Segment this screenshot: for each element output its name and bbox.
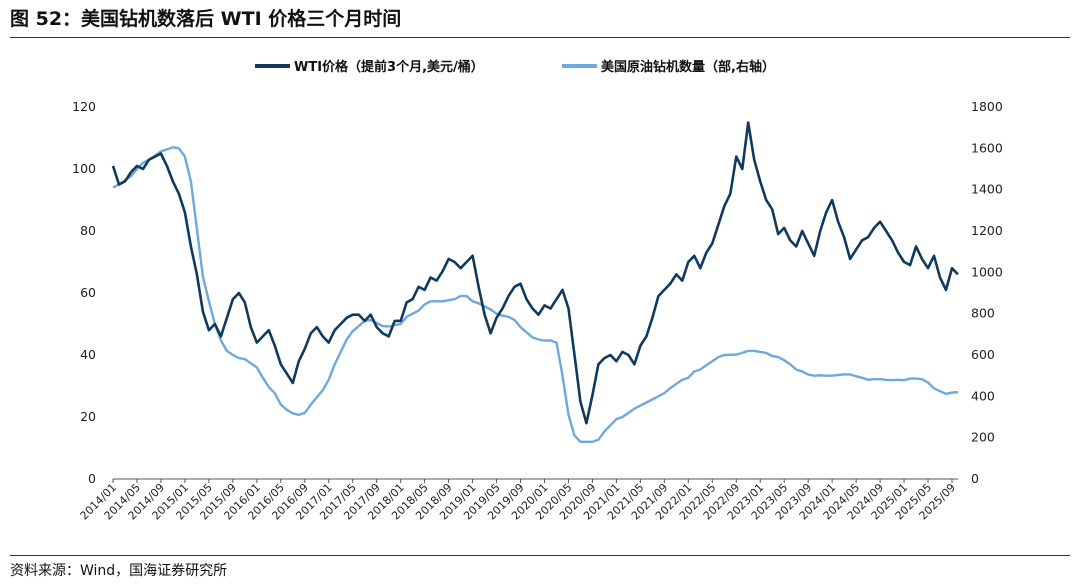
legend-label-wti: WTI价格（提前3个月,美元/桶） <box>294 59 484 75</box>
right-tick-label: 1600 <box>971 140 1003 155</box>
right-tick-label: 1400 <box>971 182 1003 197</box>
left-tick-label: 20 <box>80 409 96 424</box>
left-tick-label: 80 <box>80 223 96 238</box>
right-tick-label: 800 <box>971 306 995 321</box>
left-tick-label: 120 <box>72 99 96 114</box>
top-rule <box>10 37 1070 38</box>
left-tick-label: 100 <box>72 161 96 176</box>
right-tick-label: 200 <box>971 430 995 445</box>
series-line-rigs <box>112 146 959 443</box>
title-bar: 图 52：美国钻机数落后 WTI 价格三个月时间 <box>10 4 1070 36</box>
x-axis-ticks: 2014/012014/052014/092015/012015/052015/… <box>78 479 958 522</box>
right-tick-label: 400 <box>971 388 995 403</box>
legend-label-rigs: 美国原油钻机数量（部,右轴） <box>601 59 775 75</box>
right-tick-label: 1000 <box>971 264 1003 279</box>
bottom-rule <box>10 555 1070 556</box>
figure-title: 图 52：美国钻机数落后 WTI 价格三个月时间 <box>10 8 402 30</box>
source-note: 资料来源：Wind，国海证券研究所 <box>10 563 228 579</box>
right-tick-label: 1800 <box>971 99 1003 114</box>
left-tick-label: 60 <box>80 285 96 300</box>
right-tick-label: 600 <box>971 347 995 362</box>
series-line-wti <box>111 121 959 425</box>
chart-legend: WTI价格（提前3个月,美元/桶） 美国原油钻机数量（部,右轴） <box>255 59 775 75</box>
right-axis-ticks: 0 200 400 600 800 1000 1200 1400 1600 1800 <box>971 99 1003 486</box>
right-tick-label: 0 <box>971 471 979 486</box>
dual-axis-line-chart: WTI价格（提前3个月,美元/桶） 美国原油钻机数量（部,右轴） 0 20 40 60… <box>72 59 1003 522</box>
left-tick-label: 0 <box>88 471 96 486</box>
right-tick-label: 1200 <box>971 223 1003 238</box>
left-tick-label: 40 <box>80 347 96 362</box>
left-axis-ticks: 0 20 40 60 80 100 120 <box>72 99 96 486</box>
